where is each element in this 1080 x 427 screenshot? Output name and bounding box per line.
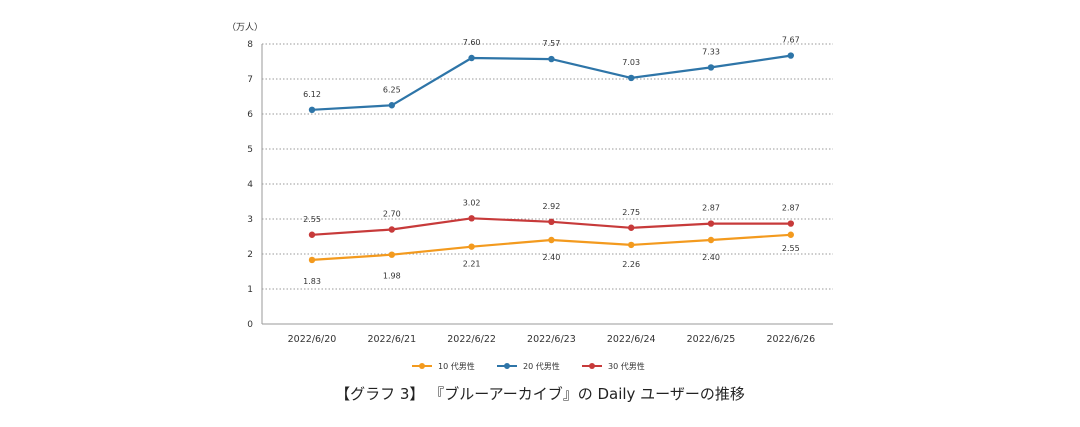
data-label: 2.75 [622,208,640,217]
data-label: 6.12 [303,90,321,99]
legend-swatch-marker [589,363,595,369]
y-tick-label: 5 [247,145,253,155]
legend-swatch-marker [504,363,510,369]
x-tick-label: 2022/6/25 [687,334,736,345]
data-point [628,241,635,249]
data-point [628,74,635,82]
data-point [308,106,316,114]
data-label: 6.25 [383,85,401,94]
data-label: 2.21 [463,260,481,269]
data-point [468,215,475,222]
data-point [308,231,316,238]
series-layer [308,52,794,264]
data-label: 1.98 [383,272,401,281]
y-tick-label: 8 [247,40,253,50]
data-point [388,102,395,109]
x-tick-label: 2022/6/23 [527,334,576,345]
data-point [787,52,794,59]
y-tick-label: 1 [247,285,253,295]
data-point [548,55,555,63]
data-label: 2.55 [303,215,321,224]
data-point [468,54,475,62]
legend: 10 代男性 20 代男性 30 代男性 [412,361,645,371]
data-point [787,231,794,238]
data-label: 3.02 [463,198,481,207]
data-label: 2.87 [782,204,800,213]
data-label: 1.83 [303,277,321,286]
data-point [707,236,715,244]
data-point [707,220,715,227]
y-tick-label: 3 [247,215,253,225]
y-tick-label: 7 [247,75,253,85]
data-label: 2.40 [542,253,560,262]
axis-layer: 0 1 2 3 4 5 6 7 8 2022/6/20 2022/6/21 2022/6/22 2022… [247,40,833,345]
legend-label: 10 代男性 [438,361,475,371]
legend-label: 20 代男性 [523,361,560,371]
series-line [311,54,791,111]
data-label: 2.87 [702,204,720,213]
y-axis-unit-label: （万人） [227,22,263,33]
data-label: 2.26 [622,260,640,269]
data-label: 7.33 [702,47,720,56]
legend-label: 30 代男性 [608,361,645,371]
legend-swatch-marker [419,363,425,369]
data-point [308,256,316,264]
data-label: 7.67 [782,36,800,45]
x-tick-label: 2022/6/24 [607,334,656,345]
data-label-layer: 1.83 1.98 2.21 2.40 2.26 2.40 2.55 6.12 6.25 7.60… [303,36,800,286]
data-point [388,226,395,233]
data-point [707,64,715,71]
data-point [548,236,555,244]
data-label: 2.55 [782,244,800,253]
grid-layer [262,43,833,290]
y-tick-label: 2 [247,250,253,260]
data-label: 7.03 [622,58,640,67]
x-tick-label: 2022/6/22 [447,334,496,345]
chart-title: 【グラフ 3】 『ブルーアーカイブ』の Daily ユーザーの推移 [335,385,745,403]
data-label: 7.57 [542,39,560,48]
x-tick-label: 2022/6/26 [766,334,815,345]
y-tick-label: 6 [247,110,253,120]
x-tick-label: 2022/6/20 [288,334,337,345]
data-point [628,224,635,231]
data-label: 2.92 [542,202,560,211]
data-point [787,220,794,227]
data-label: 2.40 [702,253,720,262]
data-point [548,218,555,225]
data-point [388,251,395,258]
data-label: 2.70 [383,210,401,219]
data-label: 7.60 [463,38,481,47]
y-tick-label: 4 [247,180,253,190]
data-point [468,243,475,250]
x-tick-label: 2022/6/21 [367,334,416,345]
y-tick-label: 0 [247,320,253,330]
